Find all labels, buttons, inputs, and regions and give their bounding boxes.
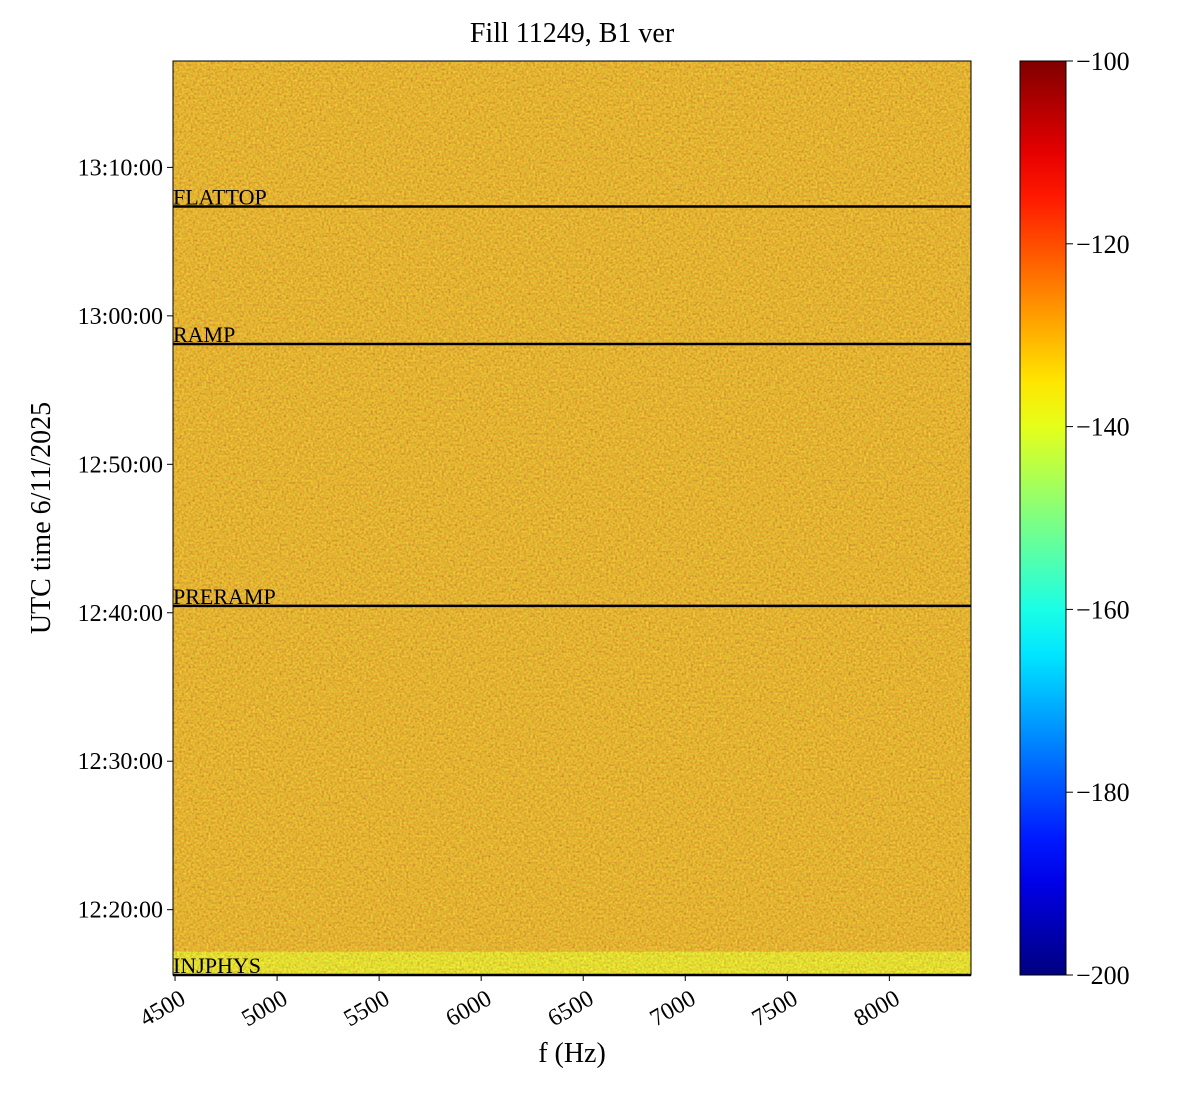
y-tick-label: 12:30:00 bbox=[78, 749, 163, 775]
chart-title: Fill 11249, B1 ver bbox=[470, 18, 675, 49]
colorbar-tick-label: −140 bbox=[1076, 413, 1130, 442]
colorbar-tick-label: −160 bbox=[1076, 595, 1130, 624]
x-tick-label: 4500 bbox=[135, 986, 190, 1033]
x-tick-label: 7500 bbox=[748, 986, 803, 1033]
colorbar-tick-label: −180 bbox=[1076, 778, 1130, 807]
colorbar-tick-label: −100 bbox=[1076, 47, 1130, 76]
event-label: RAMP bbox=[173, 322, 235, 347]
x-tick-label: 5000 bbox=[238, 986, 293, 1033]
y-tick-label: 12:40:00 bbox=[78, 601, 163, 627]
noise-texture bbox=[173, 61, 971, 952]
y-tick-label: 13:10:00 bbox=[78, 155, 163, 181]
y-tick-label: 12:20:00 bbox=[78, 898, 163, 924]
x-tick-label: 7000 bbox=[646, 986, 701, 1033]
x-tick-label: 6000 bbox=[442, 986, 497, 1033]
x-tick-label: 5500 bbox=[340, 986, 395, 1033]
y-axis-label: UTC time 6/11/2025 bbox=[26, 402, 57, 634]
colorbar-tick-label: −200 bbox=[1076, 961, 1130, 990]
colorbar-tick-label: −120 bbox=[1076, 230, 1130, 259]
event-label: FLATTOP bbox=[173, 184, 267, 209]
event-label: PRERAMP bbox=[173, 584, 276, 609]
x-tick-label: 6500 bbox=[544, 986, 599, 1033]
x-axis-label: f (Hz) bbox=[538, 1038, 606, 1069]
noise-texture bbox=[173, 951, 971, 975]
y-tick-label: 13:00:00 bbox=[78, 304, 163, 330]
y-tick-label: 12:50:00 bbox=[78, 452, 163, 478]
x-tick-label: 8000 bbox=[850, 986, 905, 1033]
event-label: INJPHYS bbox=[173, 953, 261, 978]
plot-frame bbox=[172, 60, 972, 976]
colorbar bbox=[1019, 60, 1067, 976]
